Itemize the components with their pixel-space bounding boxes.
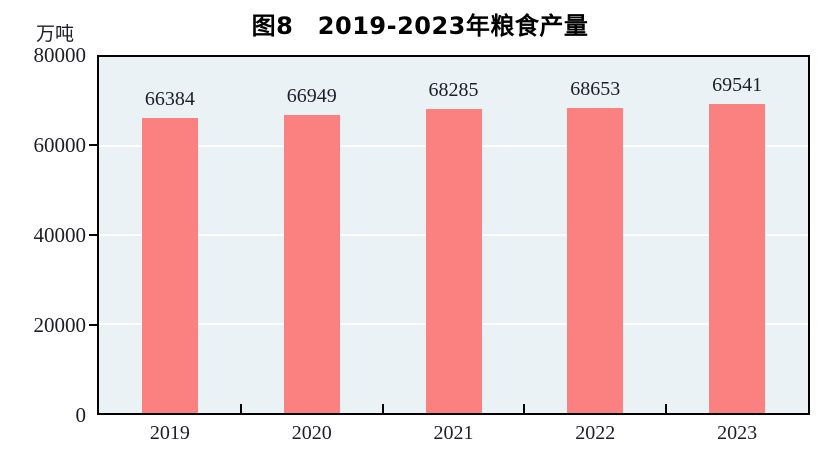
x-axis-tick-label: 2019 <box>149 422 190 444</box>
x-axis-boundary-tick <box>381 404 384 413</box>
y-axis-tick <box>89 234 97 236</box>
bar-2019 <box>141 117 198 413</box>
y-axis-tick-label: 20000 <box>33 313 87 337</box>
x-axis-boundary-tick <box>523 404 526 413</box>
x-axis-tick-label: 2022 <box>575 422 616 444</box>
x-axis-tick-label: 2023 <box>717 422 758 444</box>
bar-2021 <box>425 109 482 413</box>
y-axis-tick <box>89 144 97 146</box>
bar-value-label: 69541 <box>712 73 763 96</box>
bar-2023 <box>709 103 766 413</box>
bar-value-label: 66384 <box>144 87 195 110</box>
plot-area: 66384 66949 68285 68653 69541 <box>97 55 810 415</box>
y-axis-tick-label: 60000 <box>33 133 87 157</box>
y-axis-tick-label: 0 <box>75 403 87 427</box>
bar-2022 <box>567 107 624 413</box>
x-axis-tick-label: 2021 <box>433 422 474 444</box>
chart-title: 图8 2019-2023年粮食产量 <box>251 12 589 40</box>
bar-2020 <box>283 115 340 413</box>
y-axis-tick <box>89 324 97 326</box>
x-axis-boundary-tick <box>665 404 668 413</box>
bar-value-label: 66949 <box>286 85 337 108</box>
bar-value-label: 68285 <box>428 79 479 102</box>
x-axis-tick-label: 2020 <box>291 422 332 444</box>
bar-value-label: 68653 <box>570 77 621 100</box>
y-axis-tick-label: 80000 <box>33 43 87 67</box>
y-axis-unit-label: 万吨 <box>36 24 75 45</box>
y-axis-tick-label: 40000 <box>33 223 87 247</box>
x-axis-boundary-tick <box>239 404 242 413</box>
